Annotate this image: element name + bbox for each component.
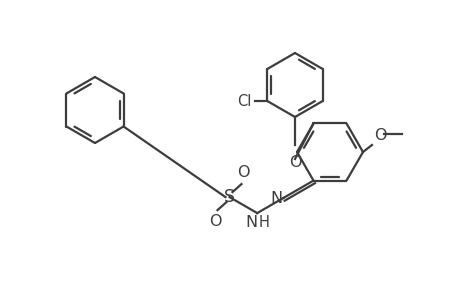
Text: O: O [237,165,249,180]
Text: O: O [288,155,301,170]
Text: Cl: Cl [236,94,251,109]
Text: N: N [269,190,282,206]
Text: O: O [373,128,386,143]
Text: O: O [209,214,221,229]
Text: H: H [257,215,269,230]
Text: N: N [245,215,257,230]
Text: S: S [224,188,235,206]
